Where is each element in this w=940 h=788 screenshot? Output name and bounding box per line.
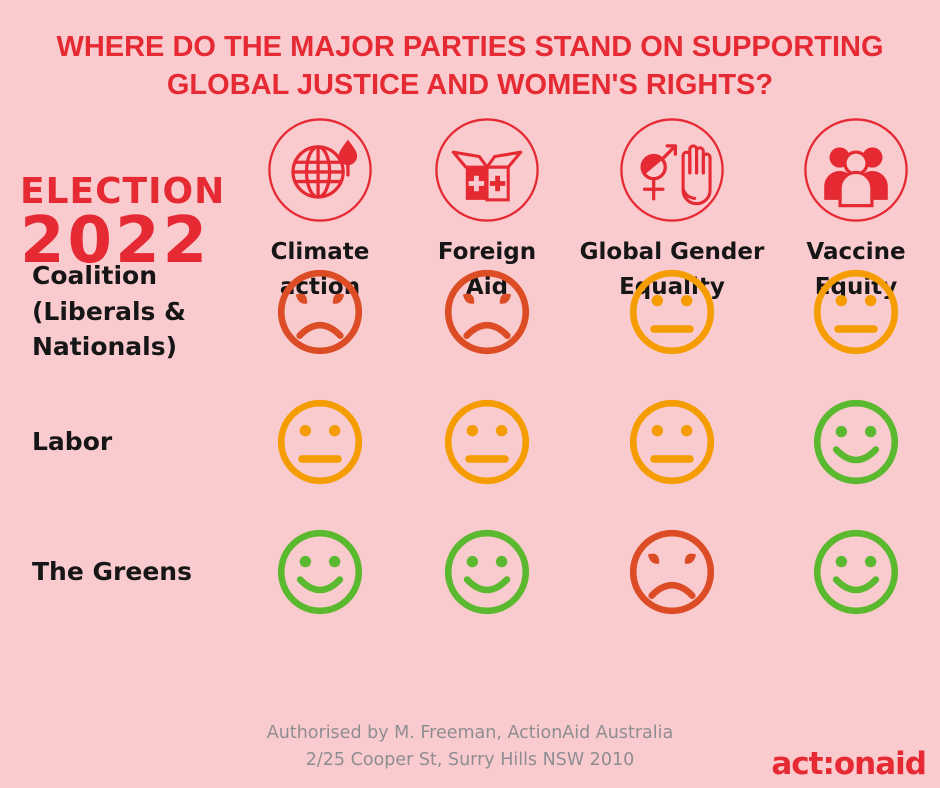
title-line-2: GLOBAL JUSTICE AND WOMEN'S RIGHTS?: [166, 69, 774, 102]
comparison-grid: ELECTION 2022 Climate action Foreign Aid: [0, 117, 940, 637]
authorisation-line-2: 2/25 Cooper St, Surry Hills NSW 2010: [305, 749, 635, 770]
election-2022-label: ELECTION 2022: [0, 117, 238, 379]
actionaid-logo: act:onaid: [771, 746, 927, 782]
rating-neutral-face-labor-global-gender-equality: [572, 377, 772, 507]
election-word: ELECTION: [20, 170, 226, 212]
rating-happy-face-the-greens-climate-action: [238, 507, 402, 637]
rating-sad-face-the-greens-global-gender-equality: [572, 507, 772, 637]
authorisation-line-1: Authorised by M. Freeman, ActionAid Aust…: [266, 722, 674, 743]
gender-equality-hand-icon: [619, 117, 725, 223]
row-label-coalition: Coalition (Liberals & Nationals): [32, 261, 186, 362]
rating-sad-face-coalition-foreign-aid: [402, 247, 572, 377]
rating-sad-face-coalition-climate-action: [238, 247, 402, 377]
column-header-vaccine-equity: Vaccine Equity: [772, 117, 940, 325]
rating-happy-face-labor-vaccine-equity: [772, 377, 940, 507]
rating-happy-face-the-greens-foreign-aid: [402, 507, 572, 637]
title-line-1: WHERE DO THE MAJOR PARTIES STAND ON SUPP…: [56, 31, 884, 63]
rating-neutral-face-labor-climate-action: [238, 377, 402, 507]
rating-neutral-face-coalition-global-gender-equality: [572, 247, 772, 377]
column-header-global-gender-equality: Global Gender Equality: [572, 117, 772, 325]
rating-neutral-face-coalition-vaccine-equity: [772, 247, 940, 377]
rating-neutral-face-labor-foreign-aid: [402, 377, 572, 507]
rating-happy-face-the-greens-vaccine-equity: [772, 507, 940, 637]
aid-box-icon: [434, 117, 540, 223]
column-label-global-gender-equality: Global Gender Equality: [579, 238, 765, 301]
row-label-the-greens: The Greens: [32, 556, 192, 586]
election-year: 2022: [20, 203, 211, 278]
row-label-labor: Labor: [32, 426, 113, 456]
page-title: WHERE DO THE MAJOR PARTIES STAND ON SUPP…: [0, 0, 940, 105]
people-group-icon: [803, 117, 909, 223]
globe-drop-icon: [267, 117, 373, 223]
authorisation-text: Authorised by M. Freeman, ActionAid Aust…: [0, 720, 940, 774]
